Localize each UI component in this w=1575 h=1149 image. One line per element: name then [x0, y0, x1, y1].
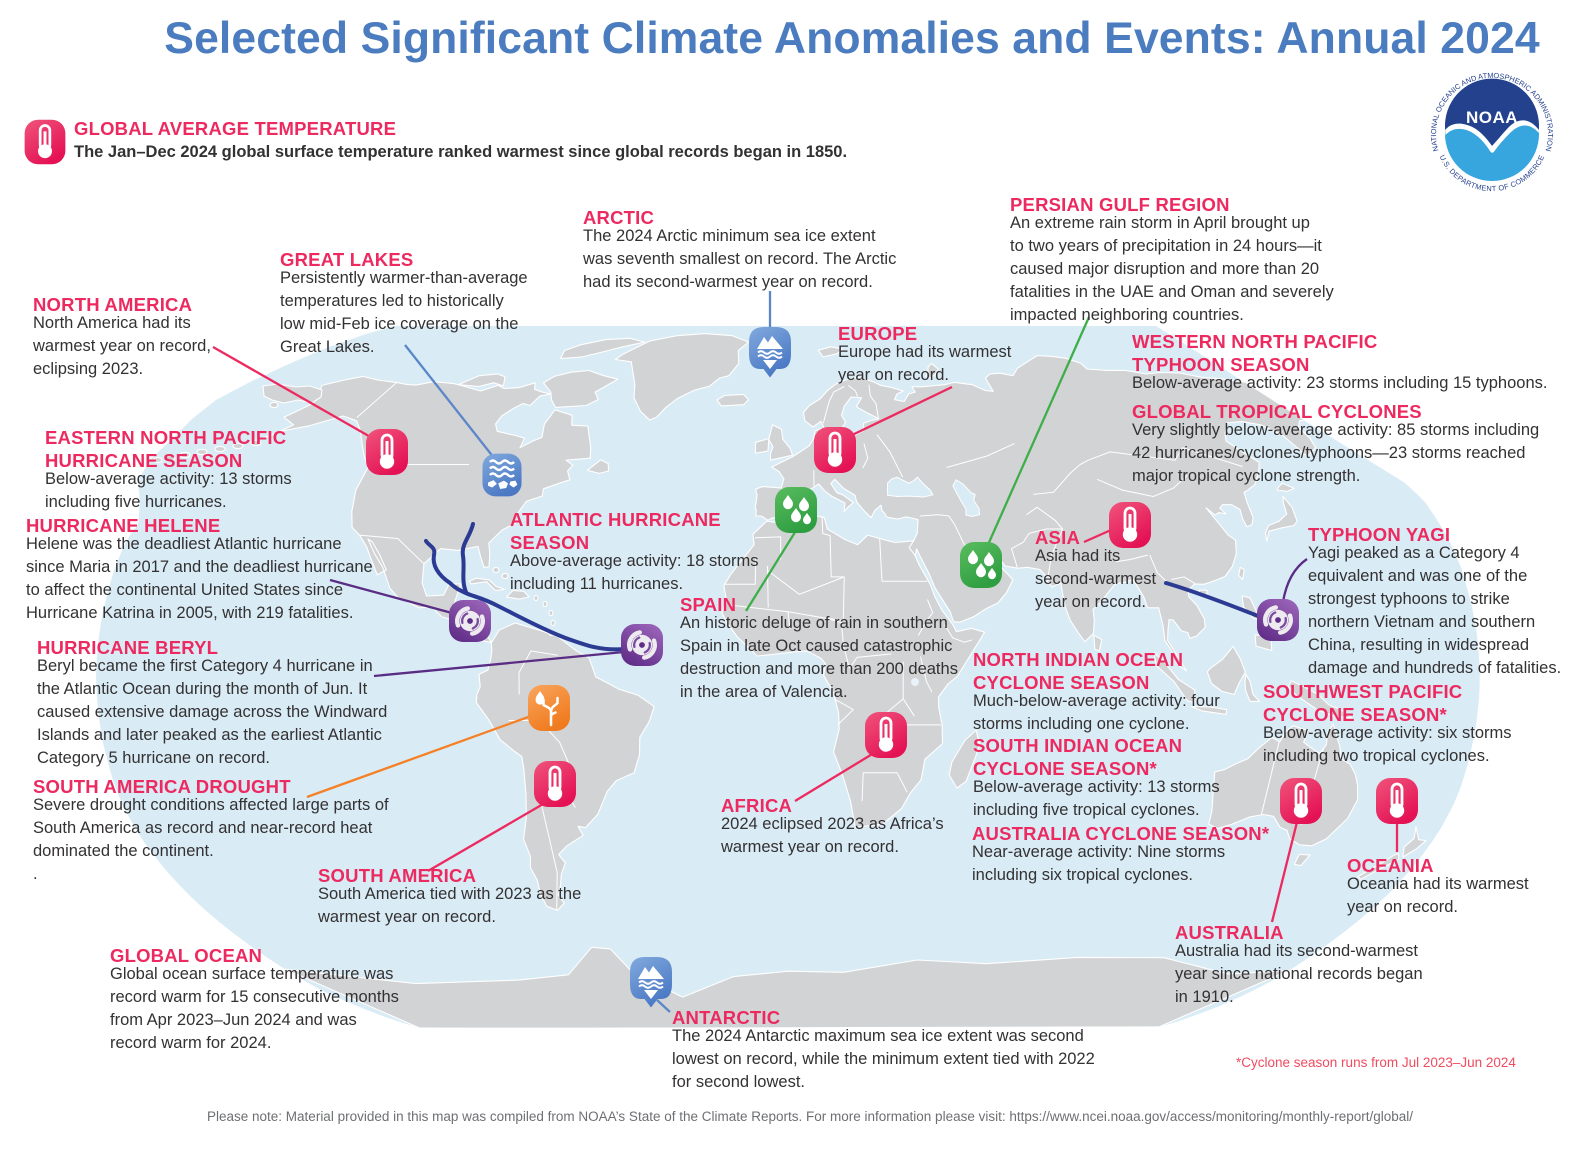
- svg-text:NOAA: NOAA: [1466, 108, 1518, 127]
